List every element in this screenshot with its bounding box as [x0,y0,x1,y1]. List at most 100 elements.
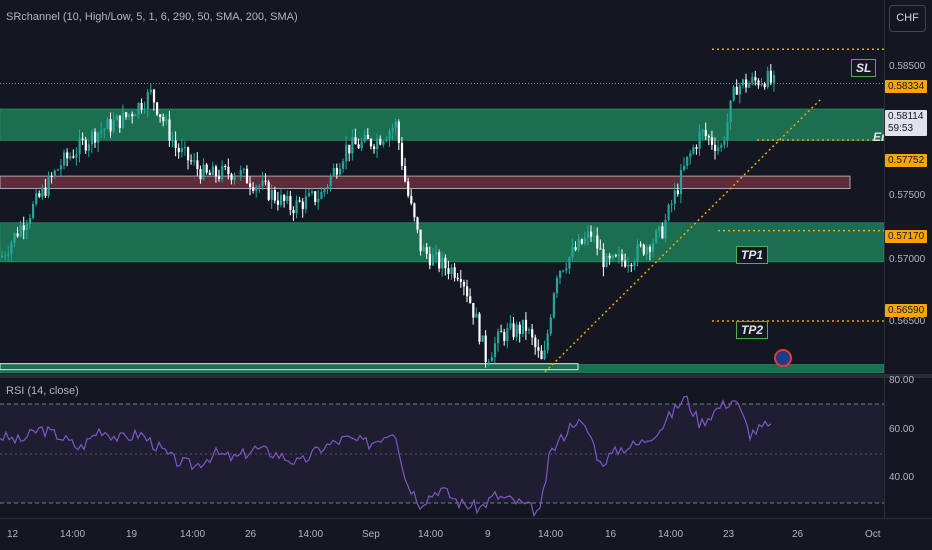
candle-body [416,217,419,230]
candle-body [112,120,115,132]
candle-body [583,237,586,244]
time-label: 14:00 [60,529,86,540]
time-axis[interactable] [0,518,932,550]
candle-body [484,335,487,362]
candle-body [314,191,317,203]
candle-body [255,186,258,191]
candle-body [41,187,44,197]
candle-body [562,270,565,272]
candle-body [478,313,481,342]
rsi-tick: 80.00 [889,375,915,386]
candle-body [218,176,221,180]
candle-body [624,260,627,267]
candle-body [726,122,729,141]
candle-body [602,249,605,268]
candle-body [168,119,171,141]
candle-body [4,255,7,257]
candle-body [518,324,521,334]
pane-divider[interactable] [0,374,932,378]
candle-body [586,231,590,238]
rsi-axis[interactable] [884,378,932,518]
candle-body [199,169,202,180]
candle-body [270,190,273,200]
candle-body [546,333,549,351]
candle-body [137,102,140,115]
candle-body [140,102,143,110]
time-label: 14:00 [538,529,564,540]
rsi-tick: 60.00 [889,424,915,435]
candle-body [152,89,156,103]
candle-body [59,165,63,170]
candle-body [165,119,168,122]
candle-body [648,246,652,252]
candle-body [673,190,676,204]
price-tick: 0.57000 [889,254,926,265]
candle-body [413,203,416,218]
candle-body [100,130,103,133]
price-chart[interactable] [0,0,884,374]
candle-body [658,226,661,231]
candle-body [419,229,422,252]
candle-body [63,152,66,166]
candle-body [450,267,453,274]
candle-body [435,252,438,255]
time-label: 26 [792,529,804,540]
candle-body [196,160,199,170]
candle-body [552,293,555,318]
candle-body [720,144,723,148]
candle-body [174,140,177,148]
candle-body [252,187,255,191]
candle-body [97,132,100,143]
candle-body [134,114,137,117]
candle-body [221,165,224,180]
time-label: Oct [865,529,881,540]
candle-body [652,242,655,252]
candle-body [304,196,307,210]
flag-icon[interactable] [774,349,792,367]
zones-layer [0,108,884,373]
candle-body [425,247,428,254]
candle-body [205,164,208,173]
sl-price-label: 0.58334 [885,80,928,93]
candle-body [608,255,611,259]
sr-zone [0,364,884,373]
candle-body [363,134,366,142]
candle-body [38,193,41,197]
candle-body [227,166,230,175]
rsi-title[interactable]: RSI (14, close) [6,385,79,397]
candle-body [428,253,431,266]
candle-body [738,85,741,95]
indicator-title[interactable]: SRchannel (10, High/Low, 5, 1, 6, 290, 5… [6,11,298,23]
time-label: 16 [605,529,617,540]
candle-body [190,160,193,162]
candle-body [664,219,667,239]
candle-body [599,248,602,250]
candle-body [630,264,633,267]
candle-body [193,160,196,162]
candle-body [208,172,211,175]
candle-body [466,286,469,297]
candle-body [75,154,78,158]
rsi-chart[interactable] [0,378,884,518]
candle-body [537,347,540,351]
candle-body [249,183,252,188]
candle-body [441,257,444,269]
time-label: 12 [7,529,19,540]
support-box [0,363,579,371]
candle-body [332,168,335,176]
candle-body [714,144,717,151]
candle-body [453,267,456,278]
candle-body [512,323,515,338]
candle-body [596,235,599,249]
candle-body [487,361,490,363]
candle-body [348,144,351,154]
candle-body [320,192,323,199]
candle-body [32,204,35,218]
candle-body [103,128,106,131]
candle-body [590,231,593,237]
currency-button[interactable]: CHF [889,5,926,32]
candle-body [524,319,528,331]
candle-body [723,140,726,145]
candle-body [351,137,354,154]
